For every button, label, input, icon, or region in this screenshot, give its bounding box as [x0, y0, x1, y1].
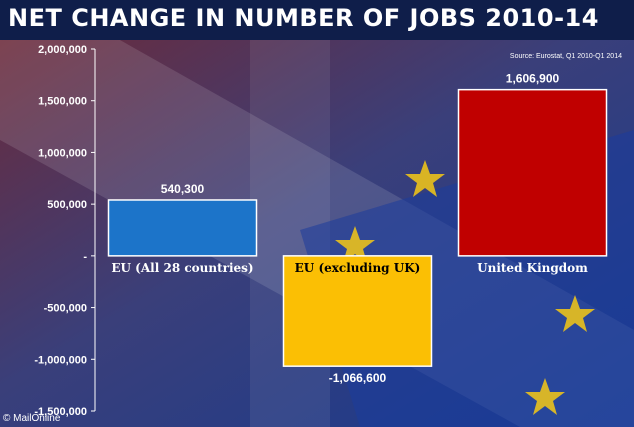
chart: 2,000,000 1,500,000 1,000,000 500,000 - -500,… [0, 40, 634, 427]
category-label: United Kingdom [477, 261, 588, 275]
value-label: 540,300 [161, 182, 205, 196]
y-tick-label: 500,000 [47, 199, 87, 211]
bar [107, 199, 258, 257]
title-bar: NET CHANGE IN NUMBER OF JOBS 2010-14 [0, 0, 634, 40]
credit-label: © MailOnline [3, 413, 61, 424]
y-tick-label: 1,500,000 [38, 96, 87, 108]
y-tick-label: 2,000,000 [38, 44, 87, 56]
chart-title: NET CHANGE IN NUMBER OF JOBS 2010-14 [8, 4, 599, 32]
bar [282, 255, 433, 367]
y-tick-label: -1,000,000 [34, 354, 87, 366]
value-label: -1,066,600 [329, 371, 387, 385]
source-note: Source: Eurostat, Q1 2010-Q1 2014 [510, 53, 622, 60]
star-decoration [335, 226, 375, 263]
star-decoration [555, 295, 595, 332]
category-label: EU (All 28 countries) [111, 261, 253, 275]
y-tick-label: 1,000,000 [38, 147, 87, 159]
category-label: EU (excluding UK) [295, 261, 421, 275]
star-decoration [405, 160, 445, 197]
star-decoration [525, 378, 565, 415]
y-tick-label: -1,500,000 [34, 406, 87, 418]
y-tick-label: - [83, 251, 87, 263]
value-label: 1,606,900 [506, 72, 560, 86]
y-tick-label: -500,000 [44, 303, 87, 315]
bar [457, 88, 608, 257]
